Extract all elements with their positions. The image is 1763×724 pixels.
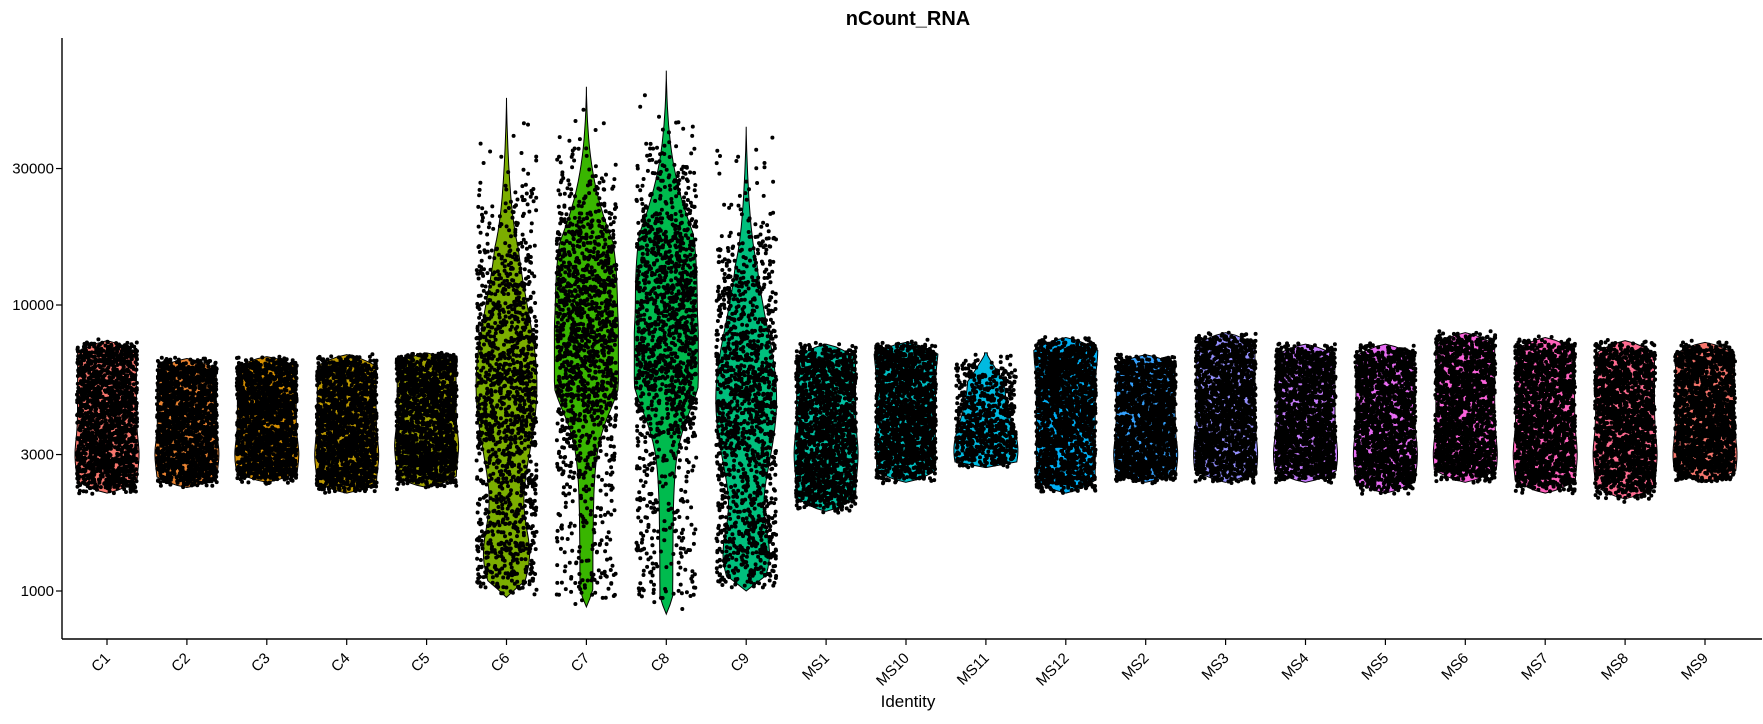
points-C1 (75, 337, 139, 496)
y-tick-label: 3000 (21, 447, 54, 464)
points-MS5 (1353, 341, 1418, 496)
x-tick-label-MS1: MS1 (799, 650, 833, 684)
y-axis-ticks: 1000 3000 10000 30000 (12, 161, 62, 600)
points-MS8 (1593, 338, 1658, 504)
points-MS2 (1113, 352, 1178, 486)
points-C3 (234, 354, 299, 486)
y-tick-label: 30000 (12, 161, 54, 178)
x-tick-label-C1: C1 (88, 650, 114, 676)
chart-title: nCount_RNA (846, 8, 970, 30)
x-tick-label-C5: C5 (408, 650, 434, 676)
x-tick-label-C6: C6 (488, 650, 514, 676)
points-C4 (314, 352, 379, 495)
x-tick-label-C4: C4 (328, 650, 354, 676)
jitter-points-layer (75, 93, 1737, 612)
x-tick-label-MS2: MS2 (1119, 650, 1153, 684)
points-MS12 (1033, 335, 1098, 495)
points-MS3 (1193, 330, 1258, 485)
x-tick-label-C9: C9 (727, 650, 753, 676)
x-tick-label-C2: C2 (168, 650, 194, 676)
points-C7 (554, 107, 619, 606)
y-tick-label: 10000 (12, 297, 54, 314)
points-C9 (714, 135, 779, 590)
x-tick-label-MS5: MS5 (1358, 650, 1392, 684)
x-axis-ticks: C1 C2 C3 C4 C5 C6 C7 C8 C9 MS1 MS10 MS11 MS12 MS2 MS3 M… (88, 639, 1712, 690)
x-tick-label-C7: C7 (568, 650, 594, 676)
points-C5 (394, 350, 459, 492)
x-axis-title: Identity (881, 692, 936, 711)
points-MS11 (954, 352, 1018, 470)
points-MS1 (794, 340, 858, 515)
x-tick-label-MS12: MS12 (1033, 650, 1073, 690)
x-tick-label-MS7: MS7 (1518, 650, 1552, 684)
x-tick-label-MS6: MS6 (1438, 650, 1472, 684)
points-MS4 (1273, 341, 1338, 485)
x-tick-label-MS3: MS3 (1199, 650, 1233, 684)
x-tick-label-MS8: MS8 (1598, 650, 1632, 684)
points-C2 (154, 355, 219, 490)
points-MS10 (874, 337, 938, 486)
x-tick-label-C3: C3 (248, 650, 274, 676)
points-MS7 (1513, 334, 1578, 496)
x-tick-label-MS11: MS11 (954, 650, 993, 689)
x-tick-label-MS4: MS4 (1278, 650, 1312, 684)
x-tick-label-MS9: MS9 (1678, 650, 1712, 684)
x-tick-label-MS10: MS10 (873, 650, 913, 690)
points-C8 (634, 93, 699, 612)
x-tick-label-C8: C8 (648, 650, 674, 676)
points-C6 (474, 121, 539, 597)
y-tick-label: 1000 (21, 583, 54, 600)
points-MS9 (1673, 338, 1737, 484)
points-MS6 (1433, 329, 1498, 485)
